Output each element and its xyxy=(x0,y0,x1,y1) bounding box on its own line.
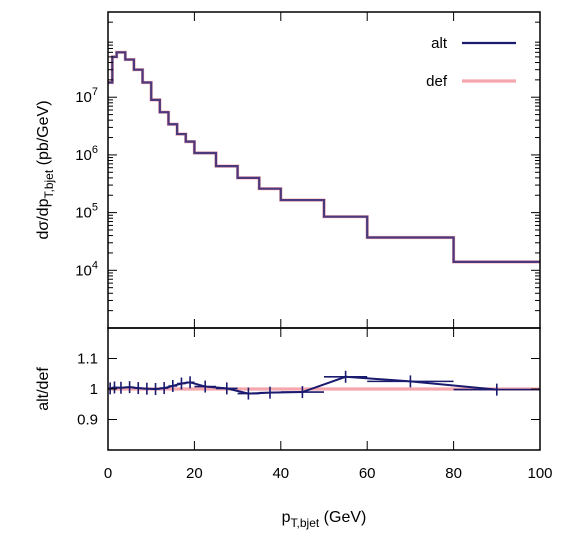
main-y-tick-label: 106 xyxy=(75,144,98,164)
main-y-tick-exponent: 6 xyxy=(92,144,98,156)
x-axis-label-unit: (GeV) xyxy=(319,509,366,526)
main-y-tick-base: 10 xyxy=(75,262,92,279)
x-axis-label: pT,bjet (GeV) xyxy=(282,509,367,530)
legend-label-def: def xyxy=(426,73,448,90)
legend-label-alt: alt xyxy=(431,35,448,52)
main-y-tick-label: 104 xyxy=(75,259,98,279)
main-plot-frame xyxy=(107,11,541,329)
main-y-tick-base: 10 xyxy=(75,89,92,106)
main-y-tick-exponent: 5 xyxy=(92,202,98,214)
series-def-line xyxy=(108,50,540,264)
ratio-y-tick-label: 0.9 xyxy=(77,412,98,429)
x-tick-label: 20 xyxy=(186,465,203,482)
x-axis-label-sub: T,bjet xyxy=(291,516,320,530)
ratio-series-line xyxy=(109,375,497,395)
main-y-tick-exponent: 4 xyxy=(92,259,98,271)
ratio-series-group xyxy=(108,370,540,400)
main-series-group xyxy=(108,50,540,264)
main-y-tick-exponent: 7 xyxy=(92,86,98,98)
main-y-axis-label: dσ/dpT,bjet (pb/GeV) xyxy=(35,100,56,239)
ratio-ticks-group: 0.9 1 1.1 0 20 40 60 80 100 xyxy=(77,328,553,482)
x-tick-label: 100 xyxy=(527,465,552,482)
main-y-tick-label: 105 xyxy=(75,202,98,222)
main-y-tick-label: 107 xyxy=(75,86,98,106)
ratio-y-tick-label: 1 xyxy=(90,381,98,398)
x-tick-label: 40 xyxy=(272,465,289,482)
main-y-axis-label-main: dσ/dp xyxy=(35,198,52,239)
x-axis-label-main: p xyxy=(282,509,291,526)
ratio-y-axis-label: alt/def xyxy=(35,367,52,411)
x-tick-label: 80 xyxy=(445,465,462,482)
main-y-axis-label-unit: (pb/GeV) xyxy=(35,100,52,169)
ratio-y-tick-label: 1.1 xyxy=(77,351,98,368)
series-alt-line xyxy=(108,51,540,263)
main-y-tick-base: 10 xyxy=(75,147,92,164)
x-tick-label: 60 xyxy=(359,465,376,482)
legend: alt def xyxy=(426,35,516,90)
main-y-tick-base: 10 xyxy=(75,205,92,222)
main-y-axis-label-sub: T,bjet xyxy=(42,169,56,198)
x-tick-label: 0 xyxy=(104,465,112,482)
ratio-panel: 0.9 1 1.1 0 20 40 60 80 100 alt/def xyxy=(35,327,553,482)
